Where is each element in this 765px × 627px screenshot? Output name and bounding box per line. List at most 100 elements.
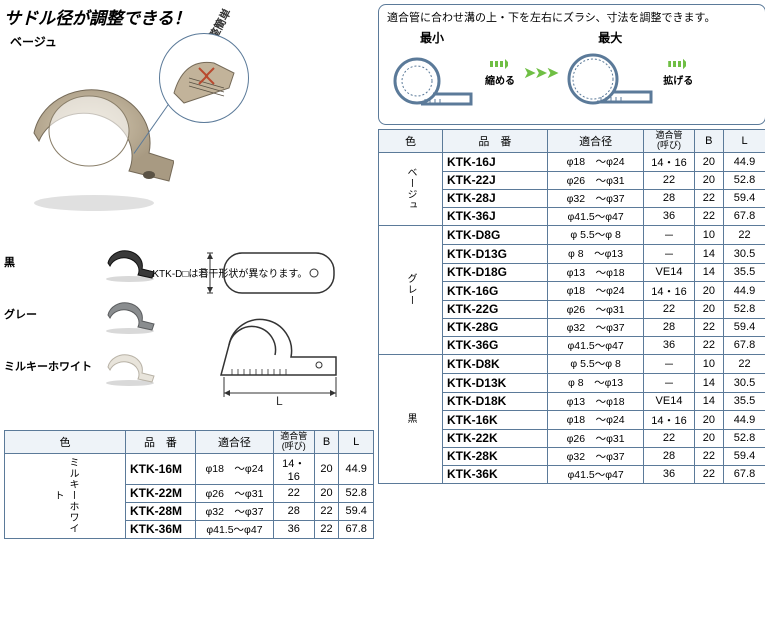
- cell-b: 20: [694, 152, 723, 171]
- table-row: グレーKTK-D8Gφ 5.5～φ 8－1022: [379, 225, 765, 244]
- cell-l: 67.8: [724, 207, 765, 225]
- cell-part: KTK-D18G: [442, 263, 547, 281]
- table-row: 黒KTK-D8Kφ 5.5～φ 8－1022: [379, 354, 765, 373]
- color-group-cell: ベージュ: [379, 152, 443, 225]
- cell-diam: φ32 ～φ37: [195, 502, 273, 520]
- cell-b: 14: [694, 392, 723, 410]
- th-b: B: [314, 431, 339, 454]
- cell-part: KTK-28K: [442, 447, 547, 465]
- cell-b: 10: [694, 225, 723, 244]
- cell-l: 52.8: [724, 300, 765, 318]
- dimension-diagrams: B L: [194, 245, 364, 413]
- cell-l: 52.8: [339, 484, 374, 502]
- mini-clamp-black: [100, 241, 162, 283]
- th-part-r: 品 番: [442, 130, 547, 153]
- color-label-milky: ミルキーホワイト: [4, 358, 94, 374]
- cell-b: 22: [694, 318, 723, 336]
- main-clamp-illustration: [14, 53, 174, 213]
- cell-l: 67.8: [339, 520, 374, 538]
- cell-part: KTK-22K: [442, 429, 547, 447]
- th-color-r: 色: [379, 130, 443, 153]
- cell-b: 20: [694, 410, 723, 429]
- cell-b: 22: [694, 336, 723, 354]
- cell-part: KTK-28J: [442, 189, 547, 207]
- cell-tube: －: [644, 354, 694, 373]
- svg-text:L: L: [276, 394, 283, 408]
- cell-tube: －: [644, 244, 694, 263]
- table-row: ミルキーホワイトKTK-16Mφ18 ～φ2414・162044.9: [5, 453, 374, 484]
- th-l-r: L: [724, 130, 765, 153]
- cell-l: 35.5: [724, 263, 765, 281]
- cell-diam: φ41.5～φ47: [547, 465, 643, 483]
- color-group-cell: 黒: [379, 354, 443, 483]
- cell-part: KTK-22J: [442, 171, 547, 189]
- cell-l: 44.9: [339, 453, 374, 484]
- color-group-cell: ミルキーホワイト: [5, 453, 126, 538]
- label-min: 最小: [420, 29, 444, 46]
- cell-l: 35.5: [724, 392, 765, 410]
- cell-diam: φ41.5～φ47: [195, 520, 273, 538]
- cell-b: 22: [314, 520, 339, 538]
- cell-part: KTK-36J: [442, 207, 547, 225]
- cell-part: KTK-16K: [442, 410, 547, 429]
- cell-l: 22: [724, 225, 765, 244]
- cell-b: 20: [314, 453, 339, 484]
- th-l: L: [339, 431, 374, 454]
- cell-part: KTK-16J: [442, 152, 547, 171]
- cell-diam: φ32 ～φ37: [547, 447, 643, 465]
- cell-l: 67.8: [724, 336, 765, 354]
- cell-diam: φ18 ～φ24: [547, 152, 643, 171]
- mini-clamp-milky: [100, 345, 162, 387]
- cell-part: KTK-36G: [442, 336, 547, 354]
- diagram-description: 適合管に合わせ溝の上・下を左右にズラシ、寸法を調整できます。: [387, 9, 757, 25]
- adjustment-diagram-box: 適合管に合わせ溝の上・下を左右にズラシ、寸法を調整できます。 最小 縮める ➤➤…: [378, 4, 765, 125]
- cell-diam: φ13 ～φ18: [547, 392, 643, 410]
- cell-l: 30.5: [724, 373, 765, 392]
- cell-tube: 36: [644, 465, 694, 483]
- cell-part: KTK-36M: [126, 520, 196, 538]
- dashed-arrow-icon: ➤➤➤: [523, 63, 557, 83]
- cell-diam: φ26 ～φ31: [547, 171, 643, 189]
- spec-table-milky: 色 品 番 適合径 適合管(呼び) B L ミルキーホワイトKTK-16Mφ18…: [4, 430, 374, 539]
- cell-b: 20: [314, 484, 339, 502]
- th-diameter-r: 適合径: [547, 130, 643, 153]
- th-tube: 適合管(呼び): [273, 431, 314, 454]
- arrow-shrink-icon: [490, 58, 510, 70]
- variant-milky: ミルキーホワイト: [4, 342, 184, 390]
- cell-b: 14: [694, 244, 723, 263]
- label-expand: 拡げる: [663, 72, 693, 87]
- cell-l: 59.4: [724, 189, 765, 207]
- product-illustration-area: ベージュ 溝付で位置調整簡単: [4, 33, 374, 263]
- cell-tube: －: [644, 225, 694, 244]
- cell-l: 67.8: [724, 465, 765, 483]
- cell-diam: φ 8 ～φ13: [547, 244, 643, 263]
- cell-tube: 22: [644, 429, 694, 447]
- cell-part: KTK-36K: [442, 465, 547, 483]
- cell-tube: 14・16: [273, 453, 314, 484]
- cell-tube: －: [644, 373, 694, 392]
- headline: サドル径が調整できる！: [4, 4, 374, 29]
- th-diameter: 適合径: [195, 431, 273, 454]
- cell-tube: 36: [644, 207, 694, 225]
- cell-tube: VE14: [644, 263, 694, 281]
- cell-b: 22: [694, 207, 723, 225]
- cell-l: 44.9: [724, 152, 765, 171]
- cell-diam: φ26 ～φ31: [547, 429, 643, 447]
- cell-part: KTK-D8K: [442, 354, 547, 373]
- color-label-beige: ベージュ: [10, 33, 57, 50]
- cell-tube: 28: [644, 447, 694, 465]
- cell-l: 59.4: [724, 447, 765, 465]
- cell-diam: φ 5.5～φ 8: [547, 354, 643, 373]
- cell-tube: 22: [644, 300, 694, 318]
- cell-b: 14: [694, 263, 723, 281]
- cell-tube: 36: [273, 520, 314, 538]
- cell-b: 22: [314, 502, 339, 520]
- cell-tube: 14・16: [644, 152, 694, 171]
- mini-clamp-grey: [100, 293, 162, 335]
- cell-tube: 14・16: [644, 410, 694, 429]
- cell-diam: φ32 ～φ37: [547, 318, 643, 336]
- cell-tube: 14・16: [644, 281, 694, 300]
- cell-tube: VE14: [644, 392, 694, 410]
- cell-b: 20: [694, 300, 723, 318]
- color-label-grey: グレー: [4, 306, 94, 322]
